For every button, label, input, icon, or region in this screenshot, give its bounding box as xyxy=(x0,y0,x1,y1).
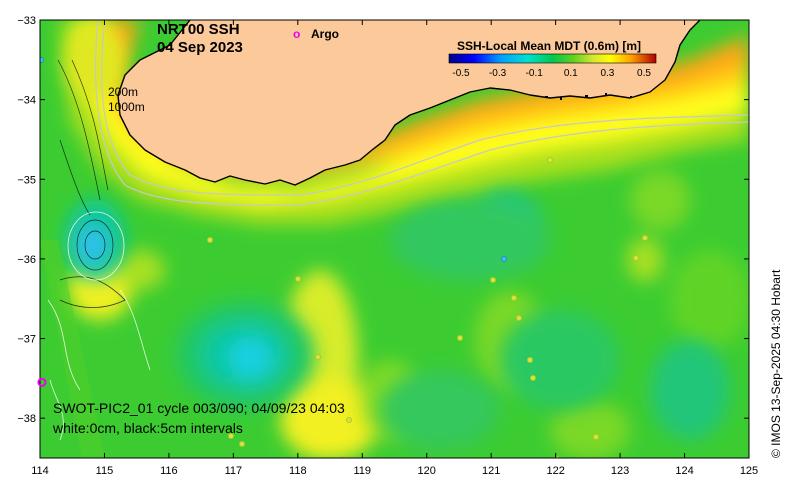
swot-caption: SWOT-PIC2_01 cycle 003/090; 04/09/23 04:… xyxy=(53,400,345,416)
coastal-inlets xyxy=(545,93,632,100)
y-tick-label: −34 xyxy=(17,95,36,107)
warm-eddies xyxy=(65,20,749,458)
imos-credit: © IMOS 13-Sep-2025 04:30 Hobart xyxy=(769,269,783,458)
observation-points xyxy=(207,157,648,458)
white-contours xyxy=(47,211,151,441)
x-tick-label: 114 xyxy=(31,465,49,477)
colorbar-ticks: -0.5 -0.3 -0.1 0.1 0.3 0.5 xyxy=(452,68,651,79)
map-title-line1: NRT00 SSH xyxy=(157,21,240,38)
x-tick-label: 122 xyxy=(546,465,564,477)
map-title-line2: 04 Sep 2023 xyxy=(157,39,243,56)
x-axis: 114 115 116 117 118 119 120 121 122 123 124 125 xyxy=(31,20,758,477)
y-tick-label: −37 xyxy=(17,334,36,346)
x-tick-label: 118 xyxy=(289,465,307,477)
colorbar-tick-label: -0.5 xyxy=(452,68,470,79)
argo-marker-icon: o xyxy=(293,27,300,41)
swot-swath xyxy=(40,240,105,458)
y-tick-label: −33 xyxy=(17,15,36,27)
y-tick-label: −36 xyxy=(17,254,36,266)
colorbar-tick-label: 0.1 xyxy=(564,68,578,79)
x-tick-label: 115 xyxy=(96,465,114,477)
coastline xyxy=(117,20,701,186)
cool-eddies xyxy=(65,190,730,450)
y-tick-label: −35 xyxy=(17,174,36,186)
ssh-field xyxy=(40,20,749,458)
colorbar-tick-label: 0.5 xyxy=(637,68,651,79)
isobath-label-1000: 1000m xyxy=(108,100,145,114)
y-tick-label: −38 xyxy=(17,413,36,425)
argo-label: Argo xyxy=(311,27,339,41)
colorbar-tick-label: 0.3 xyxy=(600,68,614,79)
contour-caption: white:0cm, black:5cm intervals xyxy=(52,420,243,436)
observation-points-blue xyxy=(40,57,507,262)
x-tick-label: 124 xyxy=(675,465,693,477)
x-tick-label: 125 xyxy=(740,465,758,477)
x-tick-label: 116 xyxy=(160,465,178,477)
colorbar-tick-label: -0.1 xyxy=(526,68,544,79)
x-tick-label: 119 xyxy=(353,465,371,477)
plot-frame xyxy=(39,19,750,459)
x-tick-label: 117 xyxy=(225,465,243,477)
x-tick-label: 120 xyxy=(418,465,436,477)
argo-float-marker xyxy=(37,377,47,387)
x-tick-label: 121 xyxy=(482,465,500,477)
isobath-label-200: 200m xyxy=(108,85,138,99)
colorbar-tick-label: -0.3 xyxy=(489,68,507,79)
isobath-lines xyxy=(95,20,749,206)
x-tick-label: 123 xyxy=(611,465,629,477)
colorbar xyxy=(448,53,657,64)
argo-floats xyxy=(37,377,47,387)
colorbar-title: SSH-Local Mean MDT (0.6m) [m] xyxy=(457,39,641,53)
y-axis: −33 −34 −35 −36 −37 −38 xyxy=(17,15,749,425)
